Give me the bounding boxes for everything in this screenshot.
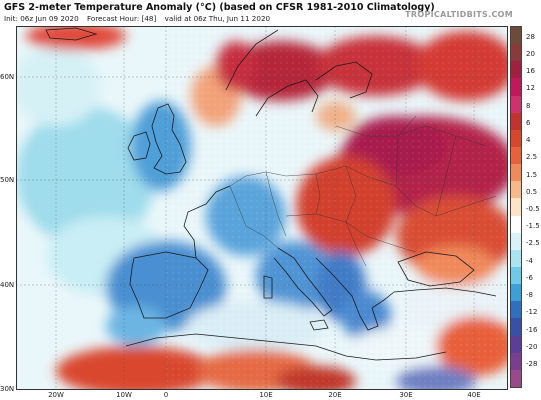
colorbar-tick-label: -0.5 — [526, 205, 540, 213]
colorbar-tick-label: 6 — [526, 118, 531, 127]
colorbar-segment — [511, 301, 521, 319]
colorbar-segment — [511, 232, 521, 250]
valid-time: valid at 06z Thu, Jun 11 2020 — [164, 14, 271, 23]
colorbar-segment — [511, 266, 521, 285]
colorbar-segment — [511, 198, 521, 216]
colorbar-tick-label: 8 — [526, 101, 531, 110]
colorbar-segment — [511, 215, 521, 233]
colorbar-segment — [511, 112, 521, 130]
lon-label-30e: 30E — [399, 391, 413, 399]
colorbar-tick-label: -8 — [526, 291, 533, 300]
field-texture — [166, 26, 508, 390]
colorbar-tick-label: 2.5 — [526, 153, 538, 162]
colorbar-tick-label: -20 — [526, 342, 538, 351]
colorbar-segment — [511, 335, 521, 353]
page-title: GFS 2-meter Temperature Anomaly (°C) (ba… — [4, 2, 435, 13]
coastlines — [45, 27, 497, 361]
lat-label-50n: 50N — [0, 176, 15, 184]
lon-label-10e: 10E — [259, 391, 273, 399]
colorbar-tick-label: -28 — [526, 360, 538, 369]
colorbar — [510, 26, 522, 388]
colorbar-tick-label: 1.5 — [526, 170, 538, 179]
lon-label-40e: 40E — [467, 391, 481, 399]
colorbar-tick-label: 20 — [526, 49, 535, 58]
colorbar-tick-label: -16 — [526, 325, 538, 334]
colorbar-tick-label: 28 — [526, 32, 535, 41]
lon-label-10w: 10W — [116, 391, 132, 399]
lat-label-30n: 30N — [0, 385, 15, 393]
colorbar-segment — [511, 27, 521, 45]
colorbar-tick-label: 4 — [526, 136, 531, 145]
lat-label-40n: 40N — [0, 281, 15, 289]
colorbar-tick-label: 12 — [526, 84, 535, 93]
graticule — [16, 26, 508, 390]
colorbar-segment — [511, 78, 521, 96]
colorbar-segment — [511, 181, 521, 199]
colorbar-segment — [511, 249, 521, 267]
country-borders — [229, 115, 497, 267]
brand-watermark: TROPICALTIDBITS.COM — [405, 10, 513, 19]
colorbar-segment — [511, 95, 521, 113]
colorbar-tick-label: 0.5 — [526, 187, 538, 196]
colorbar-segment — [511, 369, 521, 387]
map-frame — [16, 26, 508, 390]
lon-label-20e: 20E — [328, 391, 342, 399]
colorbar-segment — [511, 352, 521, 370]
colorbar-segment — [511, 129, 521, 147]
forecast-hour: Forecast Hour: [48] — [86, 14, 157, 23]
colorbar-tick-label: -6 — [526, 273, 533, 282]
colorbar-segment — [511, 284, 521, 302]
forecast-info: Init: 06z Jun 09 2020 Forecast Hour: [48… — [4, 14, 276, 23]
map-canvas — [16, 26, 508, 390]
colorbar-segment — [511, 44, 521, 62]
colorbar-segment — [511, 61, 521, 79]
lon-label-0: 0 — [163, 391, 169, 399]
colorbar-segment — [511, 164, 521, 182]
colorbar-segment — [511, 318, 521, 336]
lat-label-60n: 60N — [0, 73, 15, 81]
init-time: Init: 06z Jun 09 2020 — [4, 14, 79, 23]
colorbar-tick-label: -2.5 — [526, 239, 540, 248]
anomaly-map — [16, 26, 508, 390]
colorbar-tick-label: -1.5 — [526, 222, 540, 231]
colorbar-tick-label: -12 — [526, 308, 538, 317]
colorbar-tick-label: -4 — [526, 256, 533, 265]
colorbar-segment — [511, 146, 521, 165]
lon-label-20w: 20W — [48, 391, 64, 399]
colorbar-tick-label: 16 — [526, 67, 535, 76]
